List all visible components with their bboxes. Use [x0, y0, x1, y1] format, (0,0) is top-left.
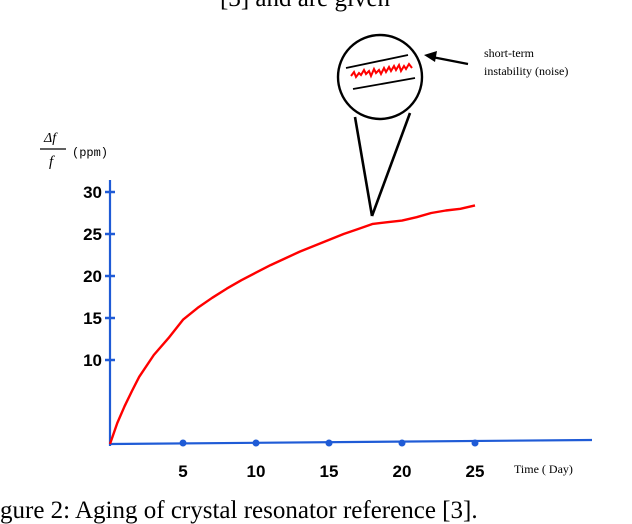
inset-noise-trace	[350, 62, 413, 80]
y-axis-label-numerator: Δf	[43, 131, 58, 146]
figure-caption: gure 2: Aging of crystal resonator refer…	[0, 497, 478, 524]
x-axis-label: Time ( Day)	[514, 462, 573, 476]
inset-pointer-right	[370, 112, 412, 217]
x-tick-label: 25	[466, 462, 485, 481]
x-tick-label: 15	[320, 462, 339, 481]
inset-upper-bound-line	[345, 54, 409, 69]
inset-circle	[336, 33, 424, 121]
x-tick-label: 20	[393, 462, 412, 481]
annotation-text-line-1: short-term	[484, 46, 535, 60]
header-fragment: [3] and are given	[220, 0, 391, 12]
y-tick-label: 10	[83, 351, 102, 370]
x-tick-label: 10	[247, 462, 266, 481]
annotation-text-line-2: instability (noise)	[484, 64, 568, 78]
y-tick-label: 30	[83, 183, 102, 202]
x-tick-label: 5	[178, 462, 187, 481]
y-ticks: 10 15 20 25 30	[83, 183, 115, 370]
x-tick-mark	[398, 439, 406, 447]
y-axis-label: Δf f (ppm)	[40, 131, 108, 170]
y-tick-label: 20	[83, 267, 102, 286]
inset-lower-bound-line	[352, 77, 416, 90]
y-axis-label-denominator: f	[49, 154, 55, 170]
x-ticks: 5 10 15 20 25	[178, 439, 485, 481]
annotation-arrowhead	[424, 51, 437, 62]
x-tick-mark	[252, 439, 260, 447]
annotation-arrow-shaft	[431, 55, 469, 66]
aging-curve	[108, 204, 476, 445]
inset-pointer-left	[353, 116, 374, 217]
noise-inset: short-term instability (noise)	[336, 33, 568, 217]
y-axis-label-unit: (ppm)	[72, 146, 108, 160]
y-tick-label: 25	[83, 225, 102, 244]
y-tick-label: 15	[83, 309, 102, 328]
x-tick-mark	[179, 439, 187, 447]
x-tick-mark	[471, 439, 479, 447]
x-tick-mark	[325, 439, 333, 447]
x-axis-line	[109, 438, 593, 446]
